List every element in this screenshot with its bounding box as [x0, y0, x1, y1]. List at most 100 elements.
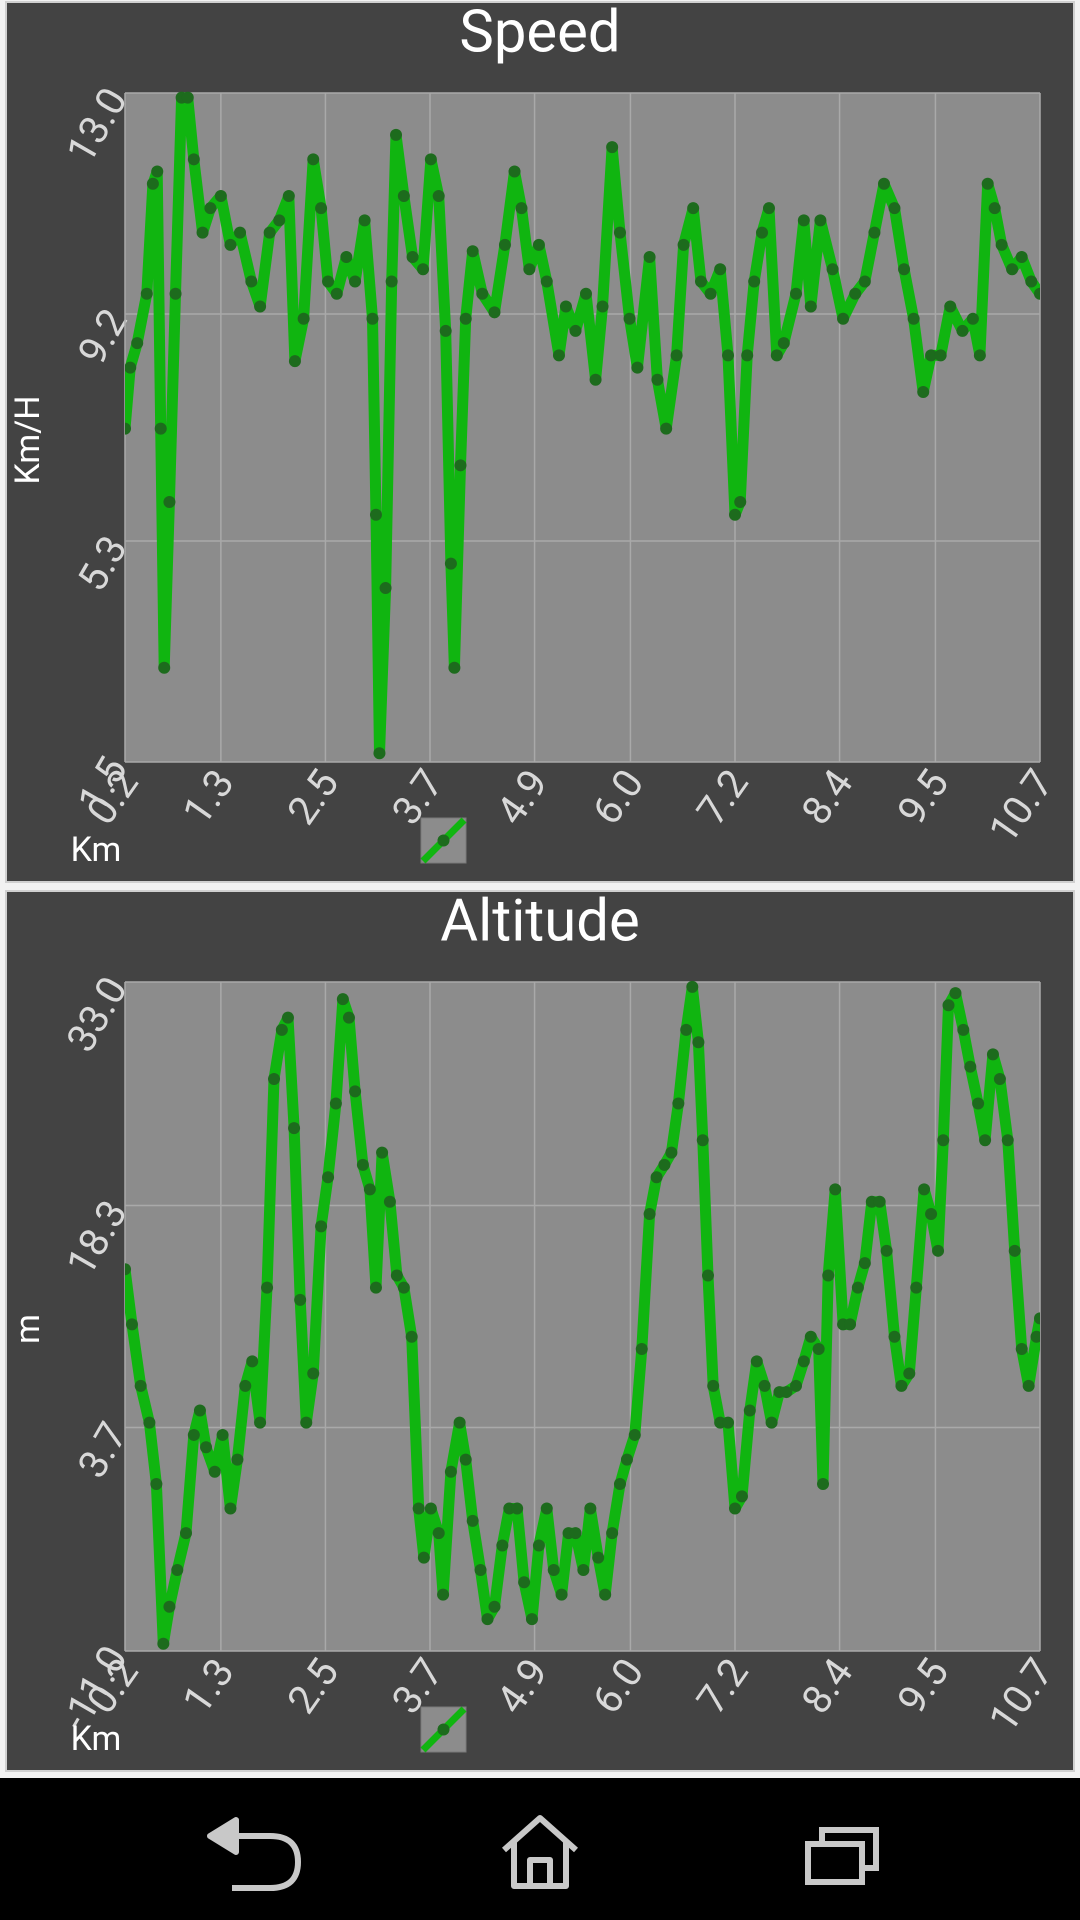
data-point — [579, 287, 592, 300]
data-point — [1001, 1134, 1014, 1147]
data-point — [814, 214, 827, 227]
data-point — [722, 1416, 735, 1429]
data-point — [932, 1244, 945, 1257]
data-point — [577, 1563, 590, 1576]
data-point — [358, 214, 371, 227]
data-point — [964, 1060, 977, 1073]
data-point — [944, 300, 957, 313]
data-point — [245, 275, 258, 288]
data-point — [481, 1613, 494, 1626]
data-point — [444, 1465, 457, 1478]
data-point — [957, 1023, 970, 1036]
data-point — [1015, 1343, 1028, 1356]
data-point — [804, 1330, 817, 1343]
data-point — [672, 1097, 685, 1110]
data-point — [1006, 263, 1019, 276]
data-point — [288, 1122, 301, 1135]
data-point — [379, 582, 392, 595]
data-point — [1022, 1379, 1035, 1392]
data-point — [780, 1386, 793, 1399]
data-point — [986, 1048, 999, 1061]
data-point — [454, 459, 467, 472]
data-point — [873, 1195, 886, 1208]
data-point — [704, 287, 717, 300]
data-point — [559, 300, 572, 313]
back-button[interactable] — [207, 1817, 301, 1891]
data-point — [844, 1318, 857, 1331]
data-point — [937, 1134, 950, 1147]
data-point — [385, 275, 398, 288]
data-point — [966, 312, 979, 325]
data-point — [677, 238, 690, 251]
data-point — [231, 1453, 244, 1466]
data-point — [349, 1085, 362, 1098]
data-point — [650, 1171, 663, 1184]
data-point — [366, 312, 379, 325]
data-point — [417, 1551, 430, 1564]
data-point — [555, 1588, 568, 1601]
data-point — [888, 1330, 901, 1343]
data-point — [488, 1600, 501, 1613]
data-point — [390, 128, 403, 141]
data-point — [635, 1343, 648, 1356]
data-point — [234, 226, 247, 239]
data-point — [336, 993, 349, 1006]
data-point — [369, 1281, 382, 1294]
data-point — [224, 1502, 237, 1515]
data-point — [880, 1244, 893, 1257]
data-point — [903, 1367, 916, 1380]
data-point — [143, 1416, 156, 1429]
data-point — [758, 1379, 771, 1392]
legend-icon — [420, 1706, 467, 1753]
nav-bar — [0, 1778, 1080, 1920]
data-point — [125, 1263, 131, 1276]
data-point — [150, 1478, 163, 1491]
data-point — [849, 287, 862, 300]
data-point — [1015, 251, 1028, 264]
data-point — [1030, 1330, 1040, 1343]
data-point — [297, 312, 310, 325]
data-line — [125, 92, 1040, 759]
data-point — [405, 1330, 418, 1343]
chart-panel: Altitude-11.03.718.333.00.2 1.3 2.5 3.7 4.9 6… — [5, 887, 1075, 1772]
recents-button[interactable] — [805, 1827, 879, 1885]
data-point — [373, 747, 386, 760]
data-point — [196, 226, 209, 239]
data-point — [729, 1502, 741, 1515]
data-point — [363, 1183, 376, 1196]
data-point — [925, 1208, 938, 1221]
data-point — [670, 349, 683, 362]
data-point — [599, 1588, 612, 1601]
data-point — [208, 1465, 221, 1478]
data-point — [756, 226, 769, 239]
data-point — [925, 349, 938, 362]
legend-dot — [437, 1723, 450, 1736]
data-point — [307, 153, 320, 166]
data-point — [498, 238, 511, 251]
data-point — [743, 1404, 756, 1417]
data-point — [851, 1281, 864, 1294]
data-point — [171, 1563, 184, 1576]
data-point — [163, 495, 176, 508]
data-point — [547, 1563, 560, 1576]
data-point — [817, 1478, 830, 1491]
y-axis-label: Km/H — [8, 395, 48, 484]
data-point — [307, 1367, 320, 1380]
data-point — [146, 177, 159, 190]
data-point — [898, 263, 911, 276]
data-point — [972, 1097, 985, 1110]
legend-icon — [420, 817, 467, 864]
data-point — [858, 1257, 871, 1270]
home-button[interactable] — [502, 1815, 578, 1889]
data-point — [187, 153, 200, 166]
data-point — [765, 1416, 778, 1429]
data-point — [589, 373, 602, 386]
data-point — [643, 1208, 656, 1221]
plot-data — [125, 980, 1040, 1650]
data-point — [181, 91, 194, 104]
data-point — [288, 355, 301, 368]
data-point — [432, 1527, 445, 1540]
data-point — [163, 1600, 176, 1613]
